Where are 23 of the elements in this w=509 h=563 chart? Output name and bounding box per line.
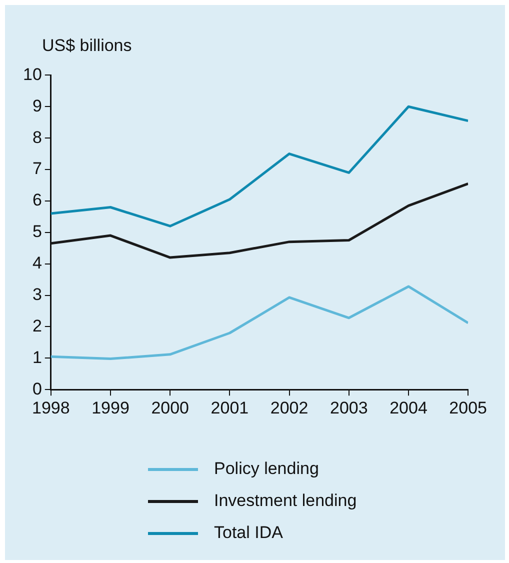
y-tick-label: 1 [32, 348, 42, 367]
y-axis-title: US$ billions [42, 36, 132, 56]
y-tick-label: 9 [32, 96, 42, 116]
x-tick-label: 1999 [92, 398, 130, 418]
legend-label: Total IDA [214, 523, 283, 543]
x-tick-label: 2002 [270, 398, 308, 418]
legend-label: Policy lending [214, 459, 319, 479]
y-tick-label: 7 [32, 159, 42, 178]
x-tick-label: 2005 [449, 398, 488, 418]
y-tick-label: 2 [32, 316, 42, 336]
x-tick-label: 2000 [151, 398, 190, 418]
y-tick-label: 6 [32, 190, 42, 210]
y-tick-label: 10 [22, 64, 42, 84]
x-tick-label: 2001 [210, 398, 249, 418]
y-tick-label: 8 [32, 128, 42, 147]
y-tick-label: 3 [32, 284, 42, 304]
x-tick-label: 2003 [330, 398, 368, 418]
y-tick-label: 5 [32, 222, 42, 242]
x-tick-label: 1998 [32, 398, 70, 418]
x-tick-label: 2004 [390, 398, 428, 418]
legend-label: Investment lending [214, 491, 357, 511]
y-tick-label: 4 [32, 254, 42, 273]
y-tick-label: 0 [32, 379, 42, 398]
